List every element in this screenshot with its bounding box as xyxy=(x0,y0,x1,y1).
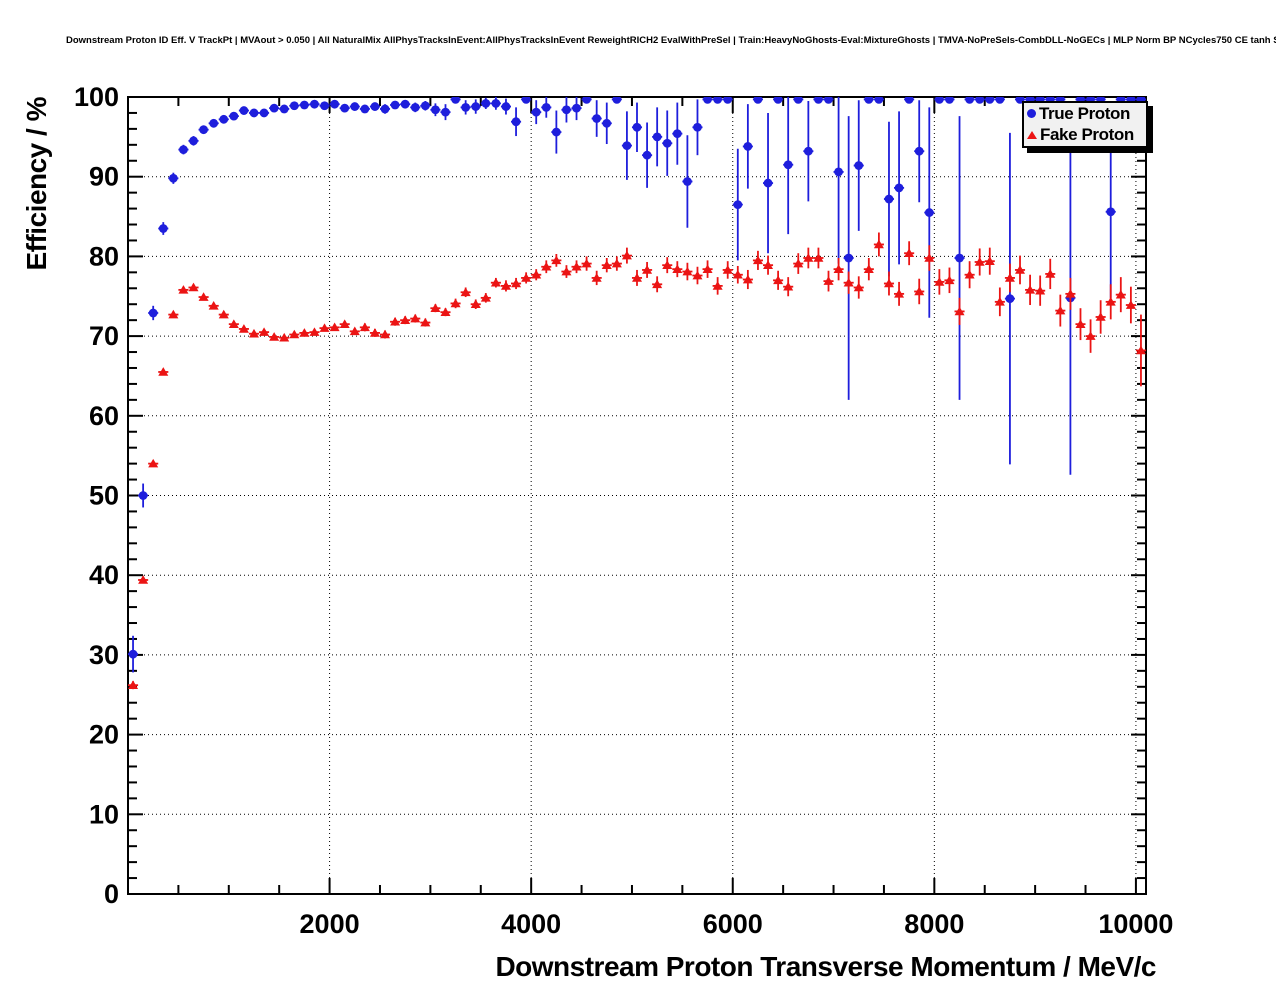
plot-title: Downstream Proton ID Eff. V TrackPt | MV… xyxy=(66,35,1276,46)
svg-text:8000: 8000 xyxy=(904,909,964,939)
circle-icon xyxy=(1027,109,1036,118)
svg-text:4000: 4000 xyxy=(501,909,561,939)
legend-label: Fake Proton xyxy=(1040,125,1134,144)
svg-text:30: 30 xyxy=(89,640,119,670)
svg-text:80: 80 xyxy=(89,241,119,271)
svg-text:40: 40 xyxy=(89,560,119,590)
svg-text:20: 20 xyxy=(89,720,119,750)
svg-text:50: 50 xyxy=(89,481,119,511)
legend: True Proton Fake Proton xyxy=(1022,101,1148,148)
svg-text:100: 100 xyxy=(74,82,119,112)
svg-text:10000: 10000 xyxy=(1098,909,1173,939)
svg-text:2000: 2000 xyxy=(300,909,360,939)
x-axis-title: Downstream Proton Transverse Momentum / … xyxy=(495,951,1156,982)
legend-entry-true-proton: True Proton xyxy=(1024,103,1146,124)
svg-text:0: 0 xyxy=(104,879,119,909)
triangle-icon xyxy=(1027,130,1037,139)
svg-text:6000: 6000 xyxy=(703,909,763,939)
svg-text:60: 60 xyxy=(89,401,119,431)
legend-entry-fake-proton: Fake Proton xyxy=(1024,124,1146,145)
svg-text:90: 90 xyxy=(89,162,119,192)
y-axis-title: Efficiency / % xyxy=(21,96,52,270)
legend-label: True Proton xyxy=(1039,104,1130,123)
svg-text:70: 70 xyxy=(89,321,119,351)
svg-text:10: 10 xyxy=(89,799,119,829)
